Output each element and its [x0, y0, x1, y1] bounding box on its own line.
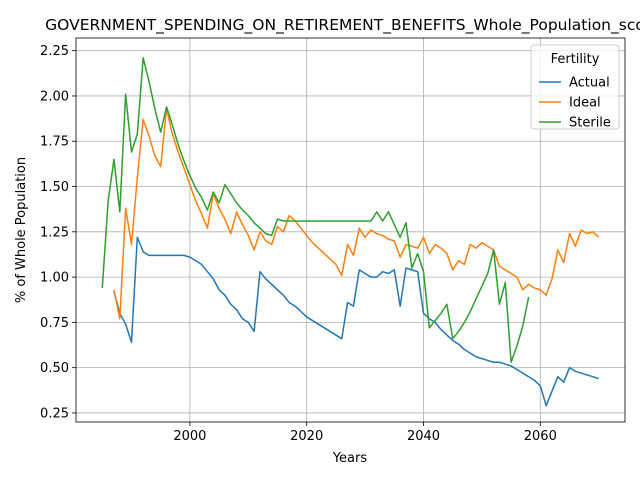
x-axis-label: Years [332, 451, 368, 466]
legend-items: Actual Ideal Sterile [539, 76, 611, 131]
x-tick-label: 2020 [290, 429, 323, 444]
legend-label-actual: Actual [569, 76, 610, 91]
y-tick-label: 0.25 [40, 406, 69, 421]
x-tick-label: 2040 [407, 429, 440, 444]
plot-frame [75, 37, 626, 423]
y-tick-label: 2.00 [40, 89, 69, 104]
series-line-sterile [101, 57, 530, 363]
y-tick-label: 1.50 [40, 180, 69, 195]
y-axis-label: % of Whole Population [14, 157, 29, 303]
y-tick-label: 1.75 [40, 135, 69, 150]
legend: Fertility Actual Ideal Sterile [530, 44, 620, 131]
y-tick-label: 2.25 [40, 44, 69, 59]
legend-label-ideal: Ideal [569, 96, 601, 111]
series-line-ideal [113, 107, 600, 320]
y-tick-label: 0.50 [40, 361, 69, 376]
grid-lines [76, 38, 625, 422]
legend-box [530, 44, 620, 130]
legend-title: Fertility [551, 52, 600, 67]
legend-label-sterile: Sterile [569, 116, 611, 131]
chart-title: GOVERNMENT_SPENDING_ON_RETIREMENT_BENEFI… [45, 16, 640, 35]
y-tick-label: 0.75 [40, 316, 69, 331]
x-axis: 2000 2020 2040 2060 [173, 422, 557, 444]
y-tick-label: 1.00 [40, 271, 69, 286]
y-tick-label: 1.25 [40, 225, 69, 240]
series-line-actual [113, 236, 599, 407]
series-layer [101, 57, 600, 407]
x-tick-label: 2000 [173, 429, 206, 444]
y-axis: 0.25 0.50 0.75 1.00 1.25 1.50 1.75 2.00 2.25 [40, 44, 76, 421]
x-tick-label: 2060 [524, 429, 557, 444]
